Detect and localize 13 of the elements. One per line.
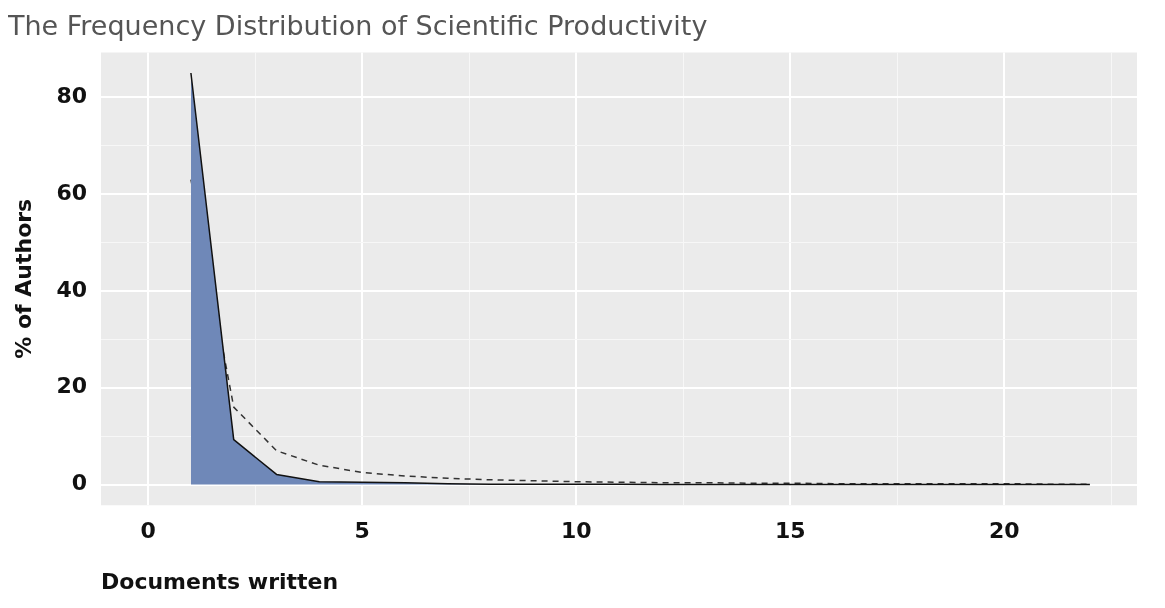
x-tick-label: 0 [140, 518, 156, 544]
y-tick-label: 80 [56, 82, 88, 108]
x-tick-label: 20 [988, 518, 1020, 544]
y-tick-label: 60 [56, 179, 88, 205]
x-tick-label: 5 [354, 518, 370, 544]
y-tick-label: 0 [71, 470, 88, 496]
x-tick-label: 15 [774, 518, 806, 544]
x-tick-label: 10 [560, 518, 592, 544]
chart-title: The Frequency Distribution of Scientific Productivity [7, 10, 708, 42]
y-tick-label: 40 [56, 276, 88, 302]
y-axis-title: % of Authors [10, 198, 36, 359]
y-tick-label: 20 [56, 373, 88, 399]
x-axis-title: Documents written [101, 568, 339, 594]
